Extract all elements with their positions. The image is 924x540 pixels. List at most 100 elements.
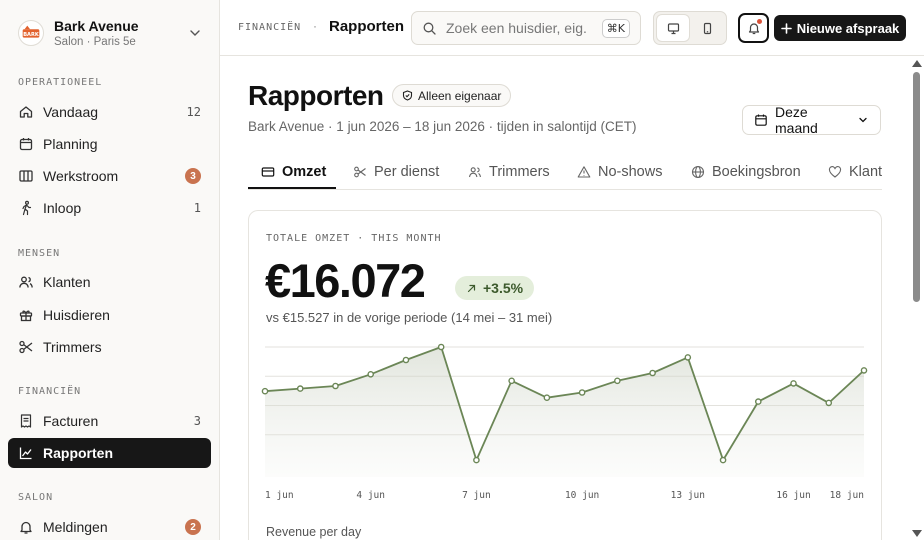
revenue-card-kicker: TOTALE OMZET · THIS MONTH	[266, 233, 442, 244]
x-tick-label: 10 jun	[565, 490, 599, 501]
search-shortcut-hint: ⌘K	[601, 18, 630, 38]
device-view-toggle	[653, 11, 727, 45]
active-tab-indicator	[248, 187, 336, 189]
tab-label: No-shows	[598, 164, 663, 180]
tab-omzet[interactable]: Omzet	[261, 154, 327, 189]
sidebar-item-vandaag[interactable]: Vandaag 12	[8, 97, 211, 127]
home-icon	[18, 104, 34, 120]
chart-point-day-14[interactable]	[719, 456, 727, 464]
sidebar-item-count: 1	[193, 201, 201, 215]
sidebar-item-label: Rapporten	[43, 445, 113, 461]
total-revenue-value: €16.072	[265, 254, 426, 307]
tab-boekingsbron[interactable]: Boekingsbron	[691, 154, 801, 189]
x-tick-label: 4 jun	[356, 490, 385, 501]
sidebar-item-label: Klanten	[43, 274, 91, 290]
period-select[interactable]: Deze maand	[742, 104, 881, 136]
chart-point-day-8[interactable]	[508, 377, 515, 385]
sidebar-item-meldingen[interactable]: Meldingen 2	[8, 512, 211, 540]
mobile-view-button[interactable]	[691, 15, 723, 41]
breadcrumb-section[interactable]: FINANCIËN	[238, 22, 302, 33]
shield-icon	[402, 90, 413, 101]
owner-only-badge: Alleen eigenaar	[392, 84, 512, 107]
scroll-up-arrow[interactable]	[912, 60, 922, 67]
chart-point-day-16[interactable]	[790, 380, 797, 387]
notification-badge: 2	[185, 519, 201, 535]
section-label-mensen: MENSEN	[18, 248, 61, 259]
main-scrollbar[interactable]	[910, 56, 924, 540]
heart-icon	[828, 165, 842, 179]
owner-only-label: Alleen eigenaar	[418, 88, 502, 103]
chart-point-day-4[interactable]	[367, 370, 375, 378]
page-subtitle: Bark Avenue · 1 jun 2026 – 18 jun 2026 ·…	[248, 119, 637, 134]
warning-icon	[577, 165, 591, 179]
revenue-line	[264, 346, 865, 461]
unread-dot	[757, 19, 762, 24]
chart-point-day-12[interactable]	[649, 369, 656, 377]
users-icon	[18, 274, 34, 290]
brand-name: Bark Avenue	[54, 17, 139, 34]
chart-point-day-13[interactable]	[684, 354, 692, 361]
chart-line-icon	[18, 445, 34, 461]
trend-up-icon	[466, 283, 477, 294]
x-tick-label: 18 jun	[830, 490, 864, 501]
chart-point-day-10[interactable]	[578, 389, 586, 396]
revenue-delta-badge: +3.5%	[455, 276, 535, 300]
chart-point-day-7[interactable]	[473, 456, 480, 464]
chart-point-day-9[interactable]	[543, 394, 551, 402]
chart-point-day-17[interactable]	[825, 399, 833, 407]
chart-point-day-6[interactable]	[437, 343, 445, 351]
chart-point-day-18[interactable]	[860, 367, 868, 374]
columns-icon	[18, 168, 34, 184]
sidebar-item-klanten[interactable]: Klanten	[8, 267, 211, 297]
chart-point-day-1[interactable]	[261, 387, 269, 395]
sidebar-item-planning[interactable]: Planning	[8, 129, 211, 159]
walking-icon	[18, 200, 34, 216]
section-label-operationeel: OPERATIONEEL	[18, 77, 103, 88]
chart-point-day-5[interactable]	[402, 356, 410, 364]
chart-point-day-2[interactable]	[296, 385, 304, 392]
notifications-button[interactable]	[738, 13, 769, 43]
x-tick-label: 16 jun	[776, 490, 810, 501]
calendar-icon	[754, 113, 768, 127]
monitor-icon	[667, 22, 680, 35]
tab-per-dienst[interactable]: Per dienst	[353, 154, 439, 189]
sidebar-item-label: Trimmers	[43, 339, 102, 355]
breadcrumb-separator: ·	[313, 19, 317, 33]
card-icon	[261, 165, 275, 179]
tab-no-shows[interactable]: No-shows	[577, 154, 663, 189]
sidebar-item-rapporten[interactable]: Rapporten	[8, 438, 211, 468]
x-tick-label: 13 jun	[671, 490, 705, 501]
chart-point-day-11[interactable]	[614, 377, 621, 385]
period-select-value: Deze maand	[775, 104, 818, 136]
sidebar-item-label: Facturen	[43, 413, 99, 429]
revenue-area	[265, 347, 864, 477]
new-appointment-button[interactable]: Nieuwe afspraak	[774, 15, 906, 41]
report-tabs: Omzet Per dienst Trimmers No-shows Boeki…	[248, 154, 882, 190]
tab-klanten[interactable]: Klanten	[828, 154, 882, 189]
search-box[interactable]: ⌘K	[411, 11, 641, 45]
sidebar-item-trimmers[interactable]: Trimmers	[8, 332, 211, 362]
sidebar-item-inloop[interactable]: Inloop 1	[8, 193, 211, 223]
section-label-salon: SALON	[18, 492, 54, 503]
salon-switcher[interactable]: BARK Bark Avenue Salon · Paris 5e	[8, 10, 212, 56]
sidebar-item-huisdieren[interactable]: Huisdieren	[8, 300, 211, 330]
chart-point-day-15[interactable]	[754, 398, 762, 405]
sidebar-item-werkstroom[interactable]: Werkstroom 3	[8, 161, 211, 191]
search-input[interactable]	[446, 20, 586, 36]
x-tick-label: 7 jun	[462, 490, 491, 501]
chevron-down-icon	[188, 26, 202, 40]
tab-trimmers[interactable]: Trimmers	[468, 154, 550, 189]
revenue-comparison: vs €15.527 in de vorige periode (14 mei …	[266, 310, 553, 325]
tab-label: Klanten	[849, 164, 882, 180]
sidebar: BARK Bark Avenue Salon · Paris 5e OPERAT…	[0, 0, 220, 540]
chart-point-day-3[interactable]	[332, 382, 339, 390]
desktop-view-button[interactable]	[657, 15, 689, 41]
scroll-thumb[interactable]	[913, 72, 920, 302]
scroll-down-arrow[interactable]	[912, 530, 922, 537]
tab-label: Omzet	[282, 164, 327, 180]
sidebar-item-facturen[interactable]: Facturen 3	[8, 406, 211, 436]
page-title: Rapporten	[248, 80, 384, 111]
brand-logo: BARK	[18, 20, 44, 46]
chart-caption: Revenue per day	[266, 525, 362, 539]
brand-logo-text: BARK	[23, 32, 40, 38]
